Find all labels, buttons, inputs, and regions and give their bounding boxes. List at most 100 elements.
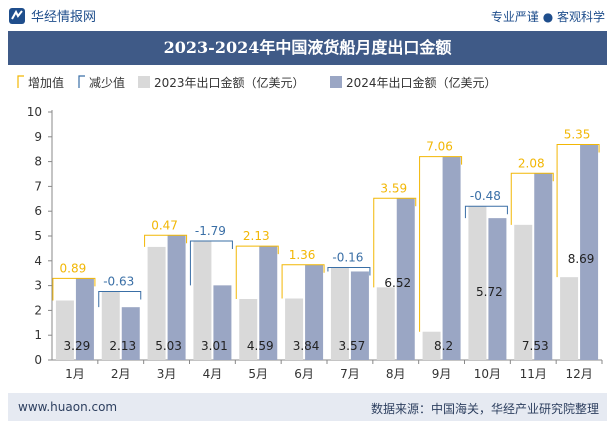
increase-bracket bbox=[510, 172, 554, 225]
increase-value-label: 7.06 bbox=[426, 140, 453, 154]
decrease-value-label: -0.63 bbox=[103, 275, 134, 289]
y-tick-label: 0 bbox=[34, 353, 42, 367]
legend-decrease-icon bbox=[78, 75, 85, 88]
increase-value-label: 2.08 bbox=[518, 156, 545, 170]
x-tick-label: 12月 bbox=[565, 367, 592, 381]
bar-2024-value-label: 8.69 bbox=[568, 252, 595, 266]
bar-2024 bbox=[213, 285, 232, 360]
bar-2024-value-label: 7.53 bbox=[522, 339, 549, 353]
decrease-bracket bbox=[189, 240, 233, 286]
brand[interactable]: 华经情报网 bbox=[8, 6, 96, 25]
bar-2024-value-label: 5.72 bbox=[476, 285, 503, 299]
legend-2023-label: 2023年出口金额（亿美元） bbox=[154, 75, 305, 90]
bar-2024-value-label: 5.03 bbox=[155, 339, 182, 353]
legend-2024-label: 2024年出口金额（亿美元） bbox=[346, 75, 497, 90]
bar-2023 bbox=[239, 298, 258, 360]
bar-2023 bbox=[330, 267, 349, 360]
bar-2024 bbox=[488, 218, 507, 360]
decrease-bracket bbox=[98, 291, 142, 308]
bar-2023 bbox=[422, 331, 441, 360]
bar-2023 bbox=[468, 206, 487, 360]
bar-2023 bbox=[193, 240, 212, 360]
bar-2024-value-label: 3.01 bbox=[201, 339, 228, 353]
decrease-value-label: -0.16 bbox=[332, 250, 363, 264]
bar-2024 bbox=[442, 156, 461, 360]
legend-2024-swatch bbox=[330, 76, 342, 88]
title-bar: 2023-2024年中国液货船月度出口金额 bbox=[8, 31, 607, 65]
increase-value-label: 2.13 bbox=[243, 229, 270, 243]
bar-2024 bbox=[396, 198, 415, 360]
x-tick-label: 4月 bbox=[203, 367, 223, 381]
x-tick-label: 10月 bbox=[474, 367, 501, 381]
bar-2024-value-label: 4.59 bbox=[247, 339, 274, 353]
increase-bracket bbox=[419, 156, 463, 332]
x-tick-label: 6月 bbox=[294, 367, 314, 381]
increase-value-label: 1.36 bbox=[289, 248, 316, 262]
legend-2023-swatch bbox=[138, 76, 150, 88]
footer-bar: www.huaon.com 数据来源：中国海关，华经产业研究院整理 bbox=[8, 393, 607, 421]
y-tick-label: 9 bbox=[34, 130, 42, 144]
bar-2024-value-label: 3.84 bbox=[293, 339, 320, 353]
x-tick-label: 9月 bbox=[432, 367, 452, 381]
increase-bracket bbox=[144, 234, 188, 247]
decrease-value-label: -1.79 bbox=[195, 224, 226, 238]
x-tick-label: 1月 bbox=[65, 367, 85, 381]
increase-bracket bbox=[373, 197, 417, 288]
x-tick-label: 5月 bbox=[248, 367, 268, 381]
y-tick-label: 2 bbox=[34, 303, 42, 317]
bar-2023 bbox=[560, 277, 579, 360]
increase-bracket bbox=[52, 277, 96, 301]
bar-2023 bbox=[376, 287, 395, 360]
y-tick-label: 7 bbox=[34, 179, 42, 193]
increase-value-label: 3.59 bbox=[380, 181, 407, 195]
increase-value-label: 0.89 bbox=[60, 261, 87, 275]
bar-2023 bbox=[147, 246, 166, 360]
huajing-logo-icon bbox=[9, 7, 25, 24]
x-tick-label: 2月 bbox=[111, 367, 131, 381]
x-tick-label: 11月 bbox=[520, 367, 547, 381]
bar-2024 bbox=[350, 271, 369, 360]
increase-value-label: 0.47 bbox=[151, 218, 178, 232]
y-tick-label: 10 bbox=[27, 105, 42, 119]
bar-2024-value-label: 3.29 bbox=[64, 339, 91, 353]
brand-name: 华经情报网 bbox=[31, 10, 97, 25]
bar-2024 bbox=[75, 278, 94, 360]
bar-2023 bbox=[285, 298, 304, 360]
bar-2024-value-label: 3.57 bbox=[339, 339, 366, 353]
bar-2024 bbox=[167, 235, 186, 360]
chart-title: 2023-2024年中国液货船月度出口金额 bbox=[163, 38, 452, 57]
bar-2024-value-label: 2.13 bbox=[109, 339, 136, 353]
bar-2024-value-label: 8.2 bbox=[434, 339, 453, 353]
y-tick-label: 8 bbox=[34, 155, 42, 169]
y-tick-label: 4 bbox=[34, 254, 42, 268]
bar-2024 bbox=[259, 246, 278, 360]
x-tick-label: 8月 bbox=[386, 367, 406, 381]
decrease-bracket bbox=[464, 205, 508, 219]
increase-bracket bbox=[556, 143, 600, 278]
data-source: 数据来源：中国海关，华经产业研究院整理 bbox=[370, 402, 599, 416]
legend-increase-icon bbox=[17, 75, 24, 88]
tagline: 专业严谨 ● 客观科学 bbox=[490, 10, 605, 24]
x-tick-label: 7月 bbox=[340, 367, 360, 381]
decrease-value-label: -0.48 bbox=[470, 189, 501, 203]
bar-2024 bbox=[121, 307, 140, 360]
bar-2023 bbox=[55, 300, 74, 360]
y-tick-label: 3 bbox=[34, 279, 42, 293]
bar-2023 bbox=[514, 224, 533, 360]
top-bar: 华经情报网 专业严谨 ● 客观科学 bbox=[0, 0, 615, 30]
bar-2024-value-label: 6.52 bbox=[384, 276, 411, 290]
increase-value-label: 5.35 bbox=[564, 127, 591, 141]
x-tick-label: 3月 bbox=[157, 367, 177, 381]
bar-2024 bbox=[305, 264, 324, 360]
y-tick-label: 1 bbox=[34, 328, 42, 342]
legend-decrease-label: 减少值 bbox=[89, 75, 125, 90]
website-url[interactable]: www.huaon.com bbox=[18, 400, 118, 414]
y-tick-label: 5 bbox=[34, 229, 42, 243]
decrease-bracket bbox=[327, 266, 371, 276]
bar-chart: 增加值 减少值 2023年出口金额（亿美元） 2024年出口金额（亿美元） 0 1 2 3 4 5… bbox=[17, 75, 603, 381]
increase-bracket bbox=[235, 245, 279, 299]
bar-2023 bbox=[101, 291, 120, 360]
legend-increase-label: 增加值 bbox=[28, 75, 64, 90]
y-tick-label: 6 bbox=[34, 204, 42, 218]
increase-bracket bbox=[281, 264, 325, 299]
